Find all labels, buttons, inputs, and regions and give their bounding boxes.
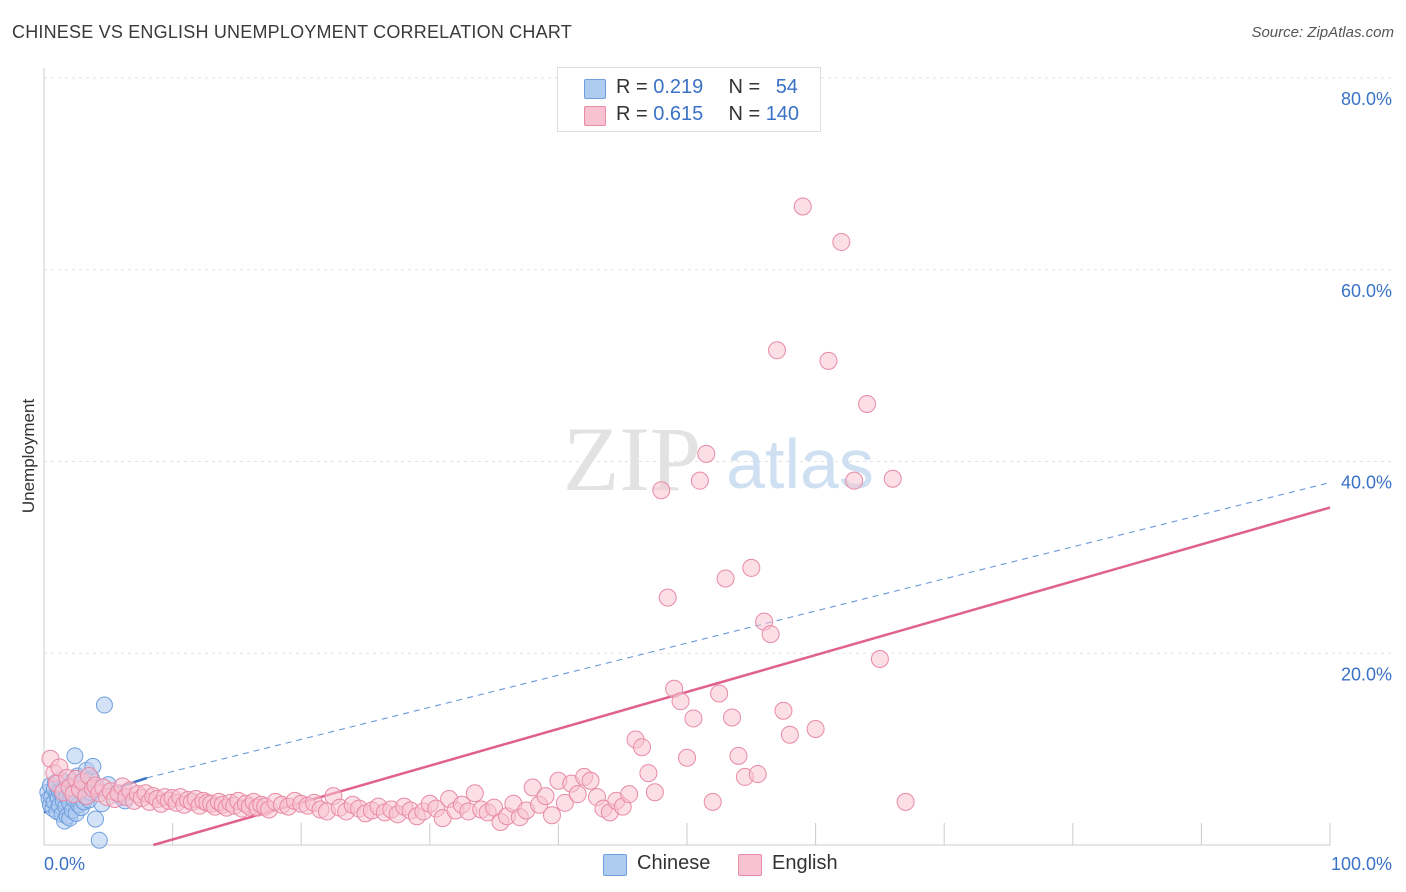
n-label: N = (728, 103, 766, 125)
english-point (748, 765, 767, 784)
english-point (768, 341, 787, 360)
tick-labels: 20.0% 40.0% 60.0% 80.0% 0.0% 100.0% (44, 89, 1392, 874)
english-point (632, 738, 651, 757)
english-point (620, 785, 639, 804)
english-point (716, 569, 735, 588)
y-tick-label: 40.0% (1341, 473, 1392, 493)
y-tick-label: 20.0% (1341, 664, 1392, 684)
english-point (581, 771, 600, 790)
n-value: 140 (765, 103, 800, 125)
english-point (465, 784, 484, 803)
english-point (761, 625, 780, 644)
english-point (845, 471, 864, 490)
english-point (690, 471, 709, 490)
english-point (658, 588, 677, 607)
source-label: Source: ZipAtlas.com (1251, 24, 1394, 41)
n-label: N = (728, 76, 766, 98)
x-tick-label: 100.0% (1331, 854, 1392, 874)
legend-swatch-english (584, 106, 606, 126)
chinese-point (86, 810, 104, 828)
english-point (645, 783, 664, 802)
english-point (639, 764, 658, 783)
r-value: 0.615 (653, 103, 704, 125)
watermark-atlas: atlas (726, 425, 874, 503)
english-point (555, 793, 574, 812)
english-point (742, 558, 761, 577)
data-points (39, 197, 915, 849)
n-value: 54 (775, 76, 798, 98)
legend-swatch-chinese (584, 79, 606, 99)
english-point (774, 701, 793, 720)
chinese-point (90, 831, 108, 849)
english-point (723, 708, 742, 727)
legend-swatch-english (738, 854, 762, 876)
y-axis-title: Unemployment (19, 399, 38, 514)
watermark-zip: ZIP (563, 408, 701, 510)
chinese-point (66, 747, 84, 765)
correlation-legend: R = 0.219 N = 54 R = 0.615 N = 140 (557, 67, 821, 132)
english-point (542, 806, 561, 825)
english-point (870, 650, 889, 669)
english-point (780, 725, 799, 744)
english-point (806, 719, 825, 738)
english-point (703, 792, 722, 811)
english-point (858, 394, 877, 413)
trend-lines (43, 482, 1331, 847)
english-point (710, 684, 729, 703)
english-point (883, 469, 902, 488)
y-tick-label: 80.0% (1341, 89, 1392, 109)
legend-text-chinese: R = 0.219 N = 54 (616, 76, 798, 99)
chinese-trend-dashed (146, 482, 1331, 779)
english-point (832, 232, 851, 251)
chart-title: CHINESE VS ENGLISH UNEMPLOYMENT CORRELAT… (12, 22, 572, 42)
legend-swatch-chinese (603, 854, 627, 876)
r-label: R = (616, 103, 654, 125)
r-label: R = (616, 76, 654, 98)
legend-text-english: R = 0.615 N = 140 (616, 103, 799, 126)
legend-label-english: English (772, 852, 838, 874)
r-value: 0.219 (653, 76, 704, 98)
english-point (819, 351, 838, 370)
english-point (536, 787, 555, 806)
english-point (697, 444, 716, 463)
english-point (568, 785, 587, 804)
english-point (652, 481, 671, 500)
y-tick-label: 60.0% (1341, 281, 1392, 301)
gridlines (44, 77, 1392, 654)
x-tick-label: 0.0% (44, 854, 85, 874)
english-point (684, 709, 703, 728)
chinese-point (95, 696, 113, 714)
axes (43, 68, 1331, 846)
english-point (896, 792, 915, 811)
english-point (678, 748, 696, 767)
english-point (523, 778, 542, 797)
english-point (671, 692, 690, 711)
legend-label-chinese: Chinese (637, 852, 711, 874)
english-trend-line (152, 506, 1331, 847)
english-point (729, 746, 748, 765)
english-point (793, 197, 812, 216)
